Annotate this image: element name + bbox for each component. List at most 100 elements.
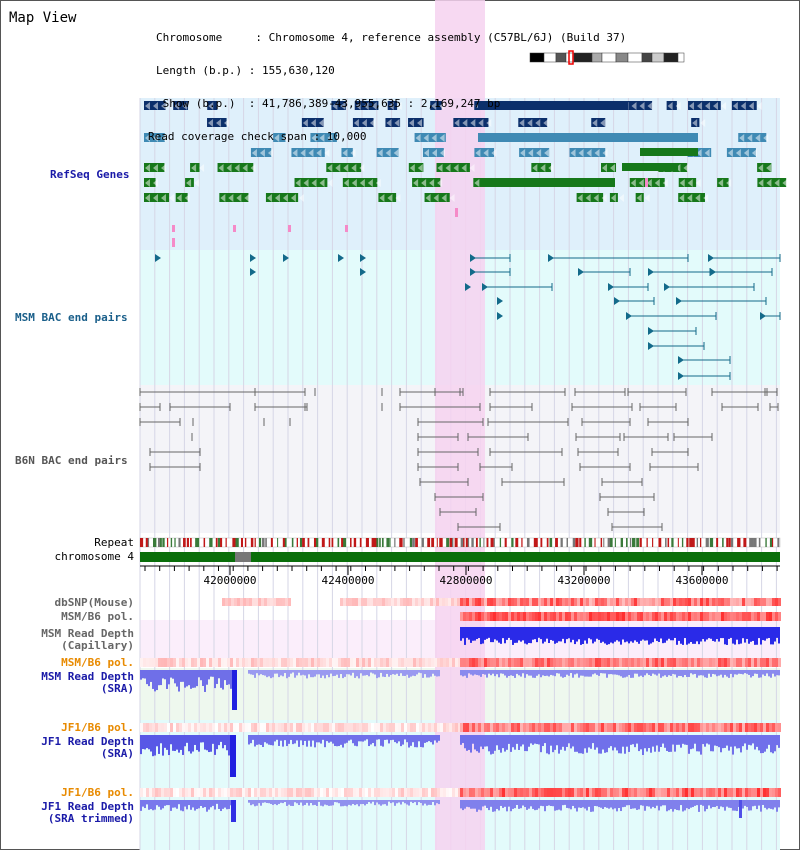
read-depth-bar [352,735,354,744]
read-depth-bar [428,735,430,742]
polymorphism-cell [664,598,667,606]
polymorphism-cell [745,658,748,667]
read-depth-bar [158,735,160,754]
read-depth-bar [654,800,656,809]
read-depth-bar [670,800,672,809]
polymorphism-cell [305,658,308,667]
repeat-element [197,538,200,547]
polymorphism-cell [203,658,206,667]
read-depth-bar [630,800,632,809]
read-depth-bar [526,800,528,810]
polymorphism-cell [523,723,526,732]
axis-tick-label: 43600000 [676,574,729,587]
repeat-element [240,538,244,547]
polymorphism-cell [748,598,751,606]
polymorphism-cell [305,788,308,797]
polymorphism-cell [691,658,694,667]
track-label-refseq[interactable]: RefSeq Genes [50,168,130,181]
read-depth-bar [388,800,390,802]
read-depth-bar [616,800,618,812]
polymorphism-cell [610,598,613,606]
polymorphism-cell [595,658,598,667]
track-label-b6n-bac[interactable]: B6N BAC end pairs [15,454,128,467]
read-depth-bar [162,800,164,809]
read-depth-bar [492,800,494,812]
read-depth-bar [536,735,538,745]
read-depth-bar [530,735,532,744]
read-depth-bar [550,670,552,675]
read-depth-bar [552,800,554,807]
repeat-element [215,538,218,547]
read-depth-bar [362,735,364,742]
read-depth-bar [220,670,222,688]
polymorphism-cell [550,658,553,667]
polymorphism-cell [601,612,604,621]
polymorphism-cell [451,598,454,606]
polymorphism-cell [200,723,203,732]
polymorphism-cell [760,658,763,667]
read-depth-bar [504,627,506,644]
polymorphism-cell [778,788,781,797]
polymorphism-cell [365,723,368,732]
read-depth-bar [360,735,362,742]
read-depth-bar [694,735,696,744]
polymorphism-cell [439,598,442,606]
repeat-element [566,538,568,547]
polymorphism-cell [266,723,269,732]
repeat-element [211,538,213,547]
polymorphism-cell [709,598,712,606]
polymorphism-cell [607,598,610,606]
gene-exon-arrow [756,102,762,110]
polymorphism-cell [167,723,170,732]
read-depth-bar [356,670,358,677]
polymorphism-cell [697,788,700,797]
read-depth-bar [682,670,684,678]
repeat-element [696,538,699,547]
polymorphism-cell [410,658,413,667]
read-depth-bar [734,670,736,675]
track-label-msm-bac[interactable]: MSM BAC end pairs [15,311,128,324]
repeat-element [284,538,287,547]
polymorphism-cell [649,612,652,621]
polymorphism-cell [598,723,601,732]
read-depth-bar [166,800,168,806]
polymorphism-cell [323,723,326,732]
polymorphism-cell [742,723,745,732]
read-depth-bar [248,670,250,674]
polymorphism-cell [350,658,353,667]
read-depth-bar [168,735,170,756]
gene-exon-arrow [687,179,693,187]
polymorphism-cell [571,598,574,606]
polymorphism-cell [526,598,529,606]
polymorphism-cell [194,723,197,732]
gene-exon-arrow [290,194,296,202]
polymorphism-cell [598,612,601,621]
gene-exon-arrow [739,134,745,142]
polymorphism-cell [505,788,508,797]
read-depth-bar [272,735,274,746]
read-depth-bar [366,800,368,804]
gene-exon-arrow [592,119,598,127]
polymorphism-cell [257,658,260,667]
read-depth-bar [222,670,224,690]
read-depth-bar [170,735,172,745]
polymorphism-cell [284,788,287,797]
read-depth-bar [700,627,702,642]
read-depth-bar [414,670,416,677]
polymorphism-cell [595,788,598,797]
gene-block [726,148,756,157]
polymorphism-cell [574,788,577,797]
repeat-element [584,538,586,547]
read-depth-bar [190,670,192,689]
read-depth-bar [182,735,184,755]
repeat-element [350,538,352,547]
read-depth-bar [754,670,756,674]
read-depth-bar [304,735,306,741]
polymorphism-cell [176,723,179,732]
polymorphism-cell [598,598,601,606]
read-depth-bar [252,670,254,675]
polymorphism-cell [676,658,679,667]
repeat-element [389,538,391,547]
read-depth-bar [480,735,482,747]
